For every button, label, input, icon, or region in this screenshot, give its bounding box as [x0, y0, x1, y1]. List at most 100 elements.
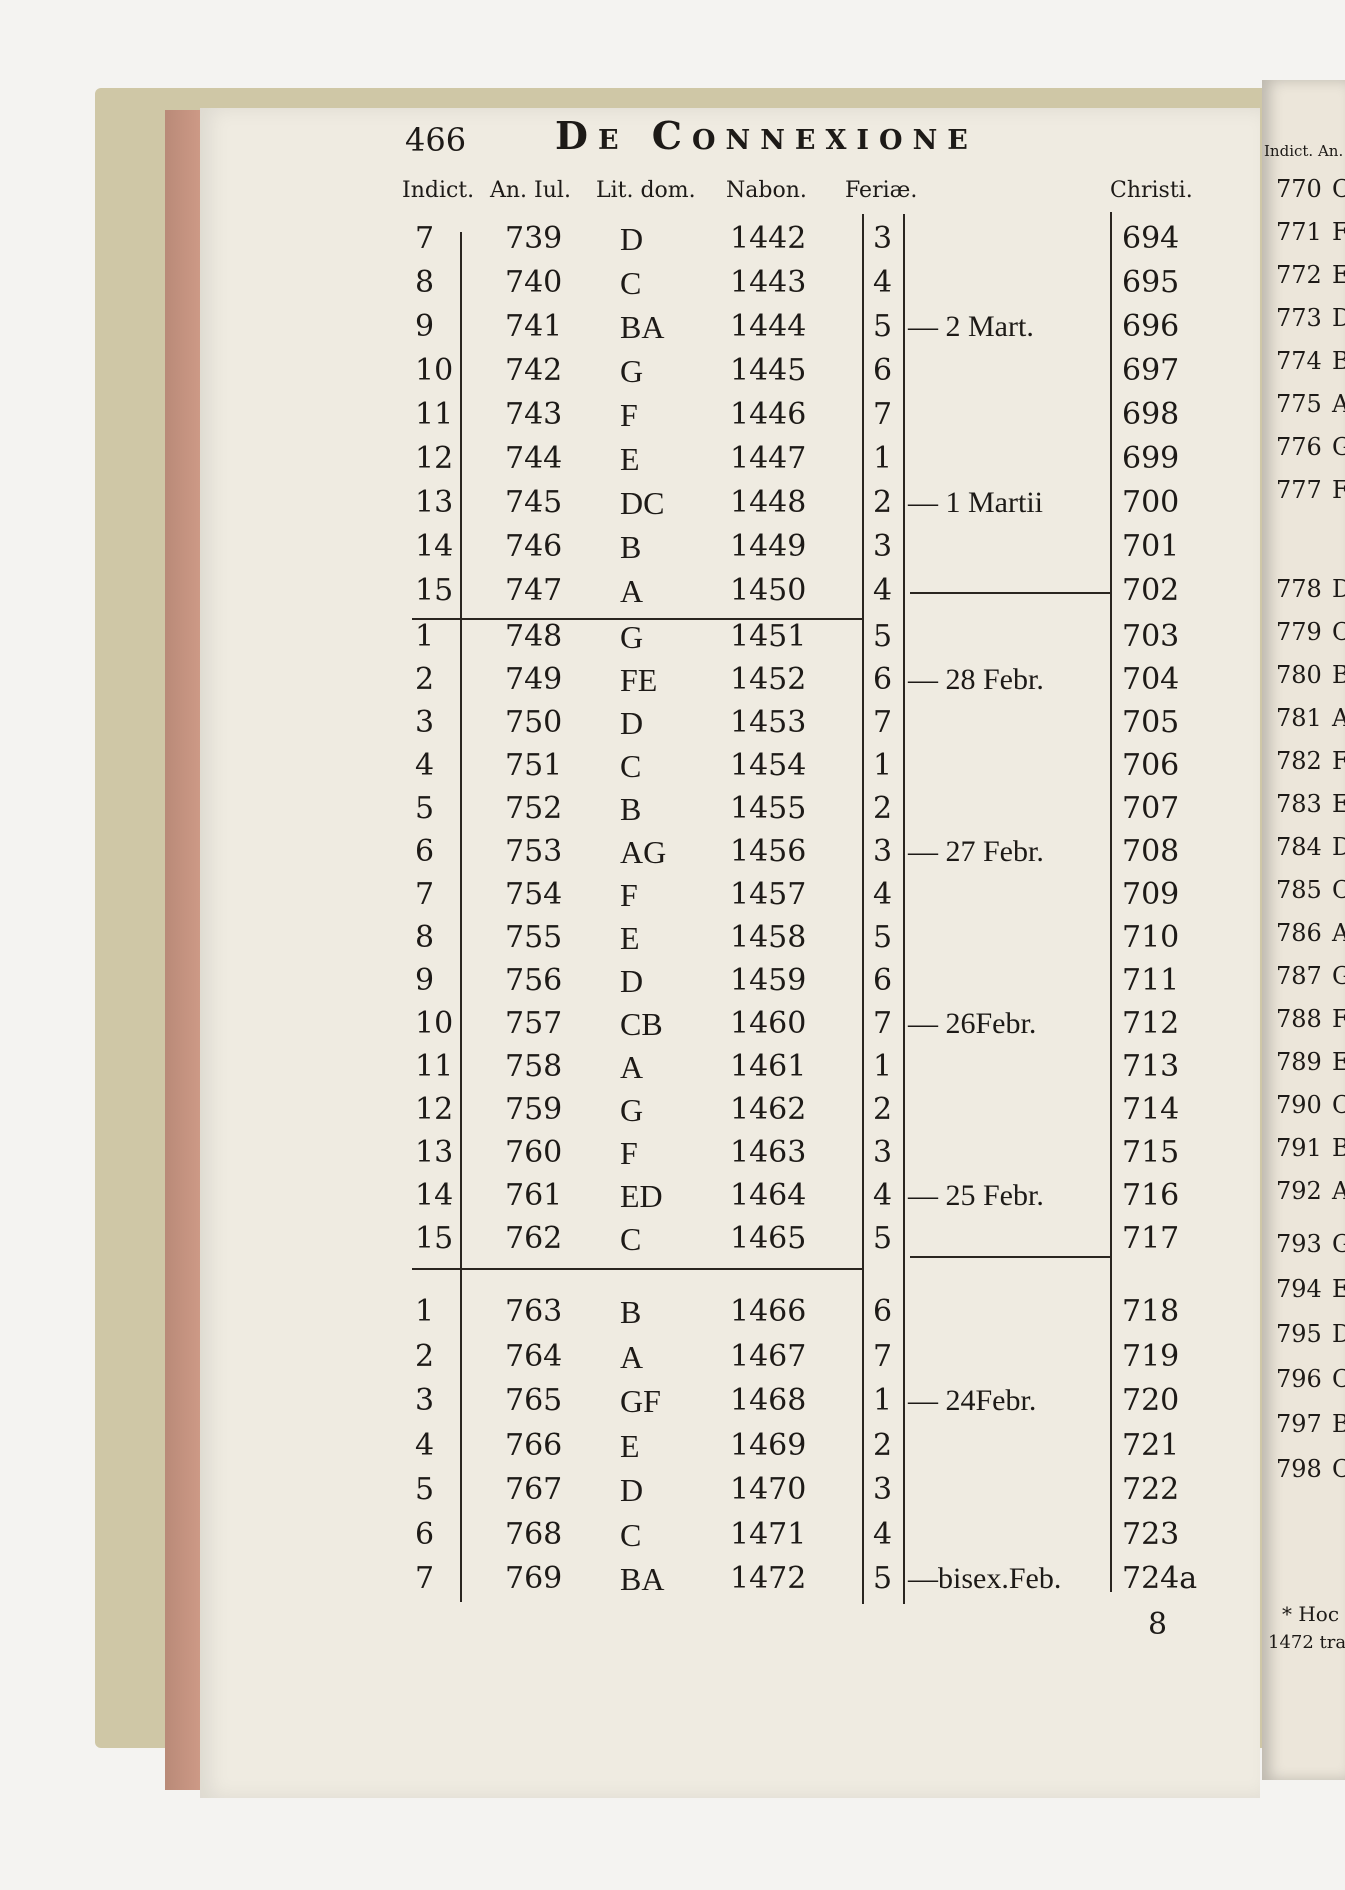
cell-christi: 717	[1122, 1221, 1180, 1256]
cell-an-iul: 744	[505, 441, 563, 476]
facing-cell-an-iul: 778	[1276, 575, 1322, 603]
facing-cell-lit: D	[1332, 575, 1345, 603]
cell-an-iul: 747	[505, 573, 563, 608]
header-lit-dom: Lit. dom.	[596, 178, 696, 203]
facing-cell-lit: B	[1332, 347, 1345, 375]
cell-christi: 716	[1122, 1178, 1180, 1213]
cell-nabon: 1452	[730, 662, 807, 697]
cell-indict: 2	[415, 1338, 435, 1374]
cell-christi: 697	[1122, 353, 1180, 388]
cell-christi: 722	[1122, 1472, 1180, 1507]
cell-nabon: 1466	[730, 1294, 807, 1329]
cell-christi: 694	[1122, 221, 1180, 256]
cell-nabon: 1447	[730, 441, 807, 476]
facing-cell-lit: E	[1332, 261, 1345, 289]
cell-lit: B	[620, 791, 642, 827]
header-feriae: Feriæ.	[845, 178, 918, 203]
facing-cell-lit: GF	[1332, 1230, 1345, 1258]
cell-indict: 13	[415, 485, 454, 520]
running-title: De Connexione	[555, 113, 978, 158]
cell-lit: G	[620, 619, 644, 655]
cell-indict: 9	[415, 963, 435, 998]
cell-lit: FE	[620, 662, 658, 698]
cell-feria: 4	[873, 265, 893, 300]
cell-feria: 3	[873, 1135, 893, 1170]
cell-feria: 4	[873, 877, 893, 912]
facing-cell-lit: C	[1332, 175, 1345, 203]
header-nabon: Nabon.	[726, 178, 807, 203]
facing-cell-an-iul: 777	[1276, 476, 1322, 504]
cell-nabon: 1467	[730, 1338, 807, 1374]
facing-cell-lit: G	[1332, 433, 1345, 461]
facing-cell-lit: A	[1332, 919, 1345, 947]
facing-cell-an-iul: 790	[1276, 1091, 1322, 1119]
cell-feria: 5	[873, 619, 893, 654]
cell-lit: ED	[620, 1178, 663, 1214]
header-an-iul: An. Iul.	[490, 178, 571, 203]
facing-page: Indict. An. Iul. Lit. * Hoc ann 1472 tra…	[1262, 80, 1345, 1780]
facing-cell-an-iul: 780	[1276, 661, 1322, 689]
cell-an-iul: 763	[505, 1294, 563, 1329]
cell-an-iul: 749	[505, 662, 563, 697]
cell-an-iul: 757	[505, 1006, 563, 1041]
cell-lit: D	[620, 705, 644, 741]
cell-lit: B	[620, 1294, 642, 1330]
cell-an-iul: 761	[505, 1178, 563, 1213]
cell-indict: 1	[415, 1294, 435, 1329]
cell-feria: 3	[873, 221, 893, 256]
facing-cell-an-iul: 786	[1276, 919, 1322, 947]
cell-nabon: 1460	[730, 1006, 807, 1041]
cell-christi: 706	[1122, 748, 1180, 783]
cell-nabon: 1468	[730, 1383, 807, 1418]
cell-an-iul: 739	[505, 221, 563, 256]
cell-an-iul: 748	[505, 619, 563, 654]
cell-lit: G	[620, 353, 644, 389]
facing-cell-an-iul: 792	[1276, 1177, 1322, 1205]
cell-lit: E	[620, 1427, 640, 1464]
cell-feria: 4	[873, 1516, 893, 1552]
group-rule-2	[412, 1268, 862, 1270]
cell-feria: 3	[873, 834, 893, 869]
facing-footnote-1: * Hoc ann	[1282, 1602, 1345, 1626]
cell-nabon: 1456	[730, 834, 807, 869]
cell-lit: BA	[620, 1561, 665, 1597]
cell-an-iul: 765	[505, 1383, 563, 1418]
cell-an-iul: 753	[505, 834, 563, 869]
facing-cell-lit: C	[1332, 1365, 1345, 1393]
cell-an-iul: 766	[505, 1427, 563, 1463]
group-rule-2b	[910, 1256, 1110, 1258]
cell-nabon: 1443	[730, 265, 807, 300]
cell-note: — 26Febr.	[908, 1007, 1037, 1040]
facing-header: Indict. An. Iul. Lit.	[1264, 142, 1345, 160]
cell-feria: 1	[873, 1049, 893, 1084]
facing-cell-lit: A	[1332, 1177, 1345, 1205]
cell-feria: 2	[873, 485, 893, 520]
facing-cell-lit: E	[1332, 1275, 1345, 1303]
facing-cell-lit: A	[1332, 390, 1345, 418]
cell-nabon: 1449	[730, 529, 807, 564]
cell-an-iul: 762	[505, 1221, 563, 1256]
cell-indict: 3	[415, 705, 435, 740]
facing-cell-lit: F	[1332, 747, 1345, 775]
facing-cell-an-iul: 794	[1276, 1275, 1322, 1303]
rule-indict	[460, 232, 462, 1602]
cell-christi: 724a	[1122, 1561, 1198, 1596]
cell-nabon: 1471	[730, 1516, 807, 1552]
facing-cell-lit: F	[1332, 218, 1345, 246]
facing-cell-an-iul: 774	[1276, 347, 1322, 375]
cell-note: — 2 Mart.	[908, 310, 1034, 343]
cell-feria: 7	[873, 705, 893, 740]
cell-feria: 7	[873, 1338, 893, 1374]
facing-cell-an-iul: 793	[1276, 1230, 1322, 1258]
cell-an-iul: 752	[505, 791, 563, 826]
cell-lit: BA	[620, 309, 665, 345]
cell-an-iul: 743	[505, 397, 563, 432]
cell-nabon: 1454	[730, 748, 807, 783]
cell-nabon: 1464	[730, 1178, 807, 1213]
cell-nabon: 1451	[730, 619, 807, 654]
cell-christi: 701	[1122, 529, 1180, 564]
facing-cell-lit: F	[1332, 1005, 1345, 1033]
cell-indict: 11	[415, 1049, 454, 1084]
facing-cell-lit: D	[1332, 833, 1345, 861]
cell-feria: 2	[873, 1092, 893, 1127]
